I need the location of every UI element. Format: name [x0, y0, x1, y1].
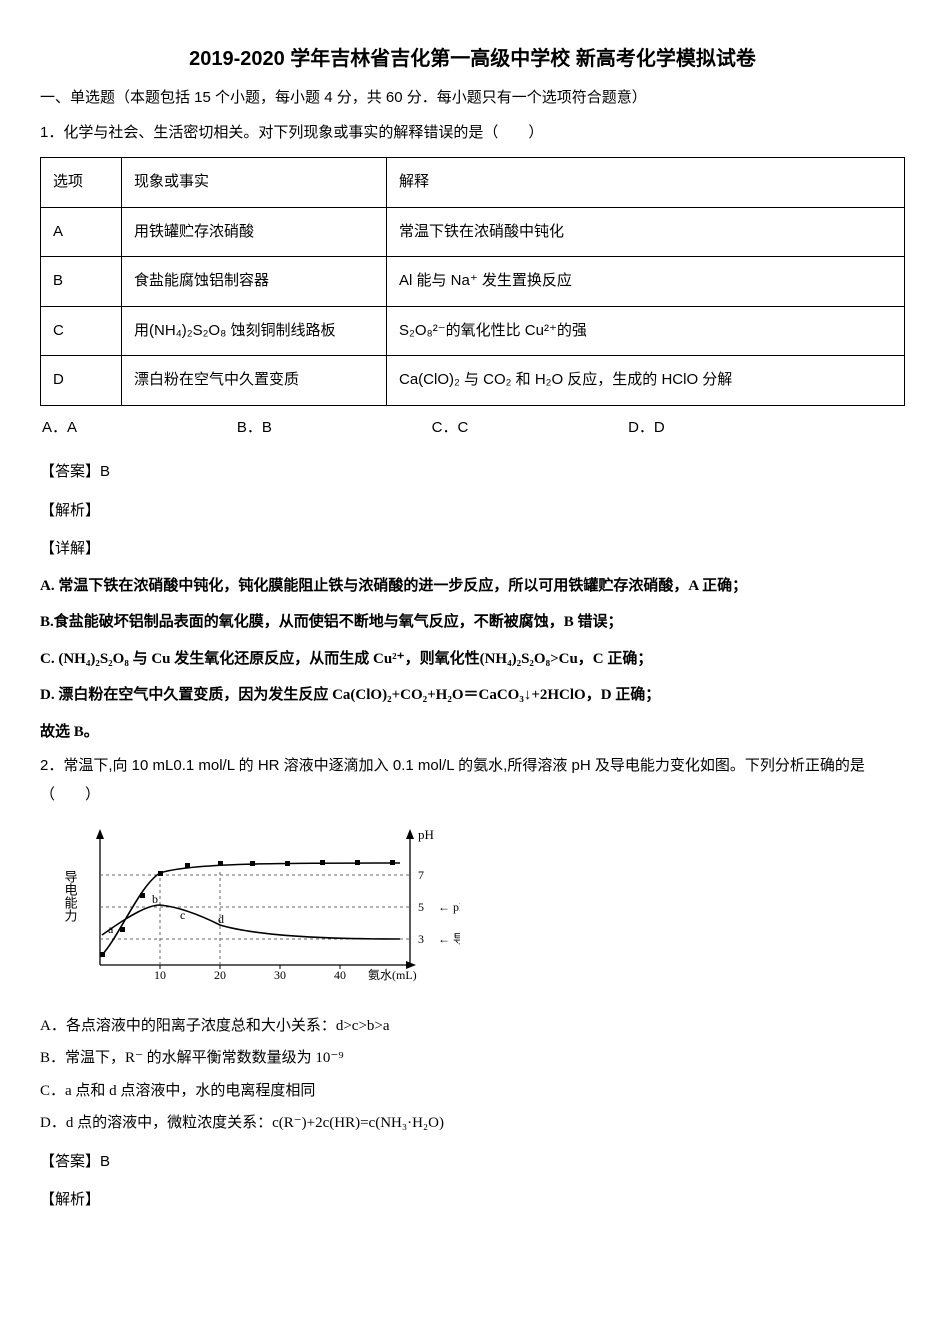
choice-b: B．B	[237, 414, 272, 443]
text: A. 常温下铁在浓硝酸中钝化，钝化膜能阻止铁与浓硝酸的进一步反应，所以可用铁罐贮…	[40, 578, 747, 594]
xtick-30: 30	[274, 968, 286, 982]
y-right-label: pH	[418, 827, 434, 842]
cell: D	[41, 356, 122, 406]
table-row: C 用(NH₄)₂S₂O₈ 蚀刻铜制线路板 S₂O₈²⁻的氧化性比 Cu²⁺的强	[41, 306, 905, 356]
cell: 用铁罐贮存浓硝酸	[122, 207, 387, 257]
pt-d: d	[218, 912, 224, 926]
xtick-10: 10	[154, 968, 166, 982]
ytick-5: 5	[418, 900, 424, 914]
q1-explain-d: D. 漂白粉在空气中久置变质，因为发生反应 Ca(ClO)₂+CO₂+H₂O＝C…	[40, 681, 905, 710]
text: B.食盐能破坏铝制品表面的氧化膜，从而使铝不断地与氧气反应，不断被腐蚀，B 错误…	[40, 614, 623, 630]
q1-explain-c: C. (NH₄)₂S₂O₈ 与 Cu 发生氧化还原反应，从而生成 Cu²⁺，则氧…	[40, 645, 905, 674]
table-row: A 用铁罐贮存浓硝酸 常温下铁在浓硝酸中钝化	[41, 207, 905, 257]
q1-explain-b: B.食盐能破坏铝制品表面的氧化膜，从而使铝不断地与氧气反应，不断被腐蚀，B 错误…	[40, 608, 905, 637]
xtick-20: 20	[214, 968, 226, 982]
q2-answer: 【答案】B	[40, 1148, 905, 1177]
cell: 漂白粉在空气中久置变质	[122, 356, 387, 406]
q1-table: 选项 现象或事实 解释 A 用铁罐贮存浓硝酸 常温下铁在浓硝酸中钝化 B 食盐能…	[40, 157, 905, 406]
text: D. 漂白粉在空气中久置变质，因为发生反应 Ca(ClO)₂+CO₂+H₂O＝C…	[40, 687, 660, 703]
q1-stem: 1．化学与社会、生活密切相关。对下列现象或事实的解释错误的是（ ）	[40, 119, 905, 148]
q1-analysis-label: 【解析】	[40, 497, 905, 526]
q1-detail-label: 【详解】	[40, 535, 905, 564]
table-row-header: 选项 现象或事实 解释	[41, 158, 905, 208]
cell: 食盐能腐蚀铝制容器	[122, 257, 387, 307]
text: C. (NH₄)₂S₂O₈ 与 Cu 发生氧化还原反应，从而生成 Cu²⁺，则氧…	[40, 651, 652, 667]
ytick-7: 7	[418, 868, 424, 882]
legend-cond: ← 导电能力	[438, 932, 460, 946]
graph-svg: a b c d 导电能力 pH 7 5 3 ← pH ← 导电能力 10 20 …	[40, 815, 460, 995]
text: 故选 B。	[40, 724, 99, 740]
pt-b: b	[152, 892, 158, 906]
q1-choices: A．A B．B C．C D．D	[40, 412, 667, 449]
pt-a: a	[108, 922, 114, 936]
cell: B	[41, 257, 122, 307]
q2-analysis-label: 【解析】	[40, 1186, 905, 1215]
legend-ph: ← pH	[438, 900, 460, 914]
q1-answer: 【答案】B	[40, 458, 905, 487]
choice-a: A．A	[42, 414, 77, 443]
cell: 用(NH₄)₂S₂O₈ 蚀刻铜制线路板	[122, 306, 387, 356]
cell: Al 能与 Na⁺ 发生置换反应	[387, 257, 905, 307]
section-heading: 一、单选题（本题包括 15 个小题，每小题 4 分，共 60 分．每小题只有一个…	[40, 84, 905, 113]
choice-c: C．a 点和 d 点溶液中，水的电离程度相同	[40, 1077, 905, 1106]
cell: Ca(ClO)₂ 与 CO₂ 和 H₂O 反应，生成的 HClO 分解	[387, 356, 905, 406]
table-row: B 食盐能腐蚀铝制容器 Al 能与 Na⁺ 发生置换反应	[41, 257, 905, 307]
choice-d: D．d 点的溶液中，微粒浓度关系：c(R⁻)+2c(HR)=c(NH₃·H₂O)	[40, 1109, 905, 1138]
q2-graph: a b c d 导电能力 pH 7 5 3 ← pH ← 导电能力 10 20 …	[40, 815, 905, 1006]
th-phenomenon: 现象或事实	[122, 158, 387, 208]
choice-c: C．C	[432, 414, 469, 443]
cell: S₂O₈²⁻的氧化性比 Cu²⁺的强	[387, 306, 905, 356]
page: 2019-2020 学年吉林省吉化第一高级中学校 新高考化学模拟试卷 一、单选题…	[0, 0, 945, 1275]
q1-explain-end: 故选 B。	[40, 718, 905, 747]
cell: A	[41, 207, 122, 257]
cell: 常温下铁在浓硝酸中钝化	[387, 207, 905, 257]
choice-b: B．常温下，R⁻ 的水解平衡常数数量级为 10⁻⁹	[40, 1044, 905, 1073]
th-option: 选项	[41, 158, 122, 208]
choice-d: D．D	[628, 414, 665, 443]
x-label: 氨水(mL)	[368, 968, 417, 982]
cell: C	[41, 306, 122, 356]
q1-explain-a: A. 常温下铁在浓硝酸中钝化，钝化膜能阻止铁与浓硝酸的进一步反应，所以可用铁罐贮…	[40, 572, 905, 601]
th-explanation: 解释	[387, 158, 905, 208]
page-title: 2019-2020 学年吉林省吉化第一高级中学校 新高考化学模拟试卷	[40, 40, 905, 78]
q2-choices: A．各点溶液中的阳离子浓度总和大小关系：d>c>b>a B．常温下，R⁻ 的水解…	[40, 1012, 905, 1138]
q2-stem: 2．常温下,向 10 mL0.1 mol/L 的 HR 溶液中逐滴加入 0.1 …	[40, 752, 905, 809]
table-row: D 漂白粉在空气中久置变质 Ca(ClO)₂ 与 CO₂ 和 H₂O 反应，生成…	[41, 356, 905, 406]
xtick-40: 40	[334, 968, 346, 982]
y-left-label: 导电能力	[63, 870, 78, 923]
pt-c: c	[180, 908, 185, 922]
ytick-3: 3	[418, 932, 424, 946]
choice-a: A．各点溶液中的阳离子浓度总和大小关系：d>c>b>a	[40, 1012, 905, 1041]
